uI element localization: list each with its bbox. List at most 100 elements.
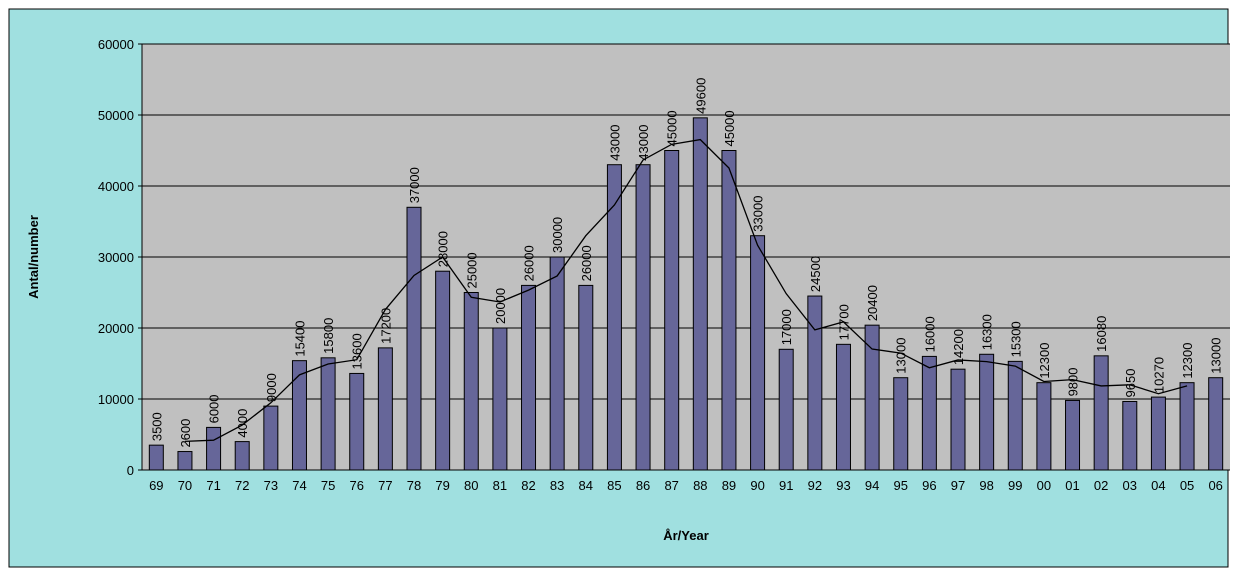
x-tick-label: 95	[894, 478, 908, 493]
bar	[1036, 382, 1052, 471]
bar	[635, 164, 651, 471]
data-label: 15400	[292, 321, 307, 357]
x-tick-label: 92	[808, 478, 822, 493]
data-label: 12300	[1180, 343, 1195, 379]
bar	[406, 206, 422, 471]
x-tick-label: 90	[750, 478, 764, 493]
x-tick-label: 89	[722, 478, 736, 493]
y-tick-label: 20000	[98, 321, 134, 336]
bar	[1007, 360, 1023, 471]
data-label: 30000	[550, 217, 565, 253]
data-label: 9650	[1123, 369, 1138, 398]
data-label: 25000	[464, 252, 479, 288]
x-tick-label: 84	[579, 478, 593, 493]
x-tick-label: 00	[1037, 478, 1051, 493]
bar	[377, 347, 393, 471]
x-tick-label: 87	[664, 478, 678, 493]
data-label: 13600	[350, 333, 365, 369]
x-tick-label: 06	[1208, 478, 1222, 493]
data-label: 26000	[522, 245, 537, 281]
data-label: 43000	[607, 125, 622, 161]
bar	[148, 444, 164, 471]
data-label: 9000	[264, 373, 279, 402]
bar	[578, 284, 594, 471]
data-label: 20400	[865, 285, 880, 321]
x-tick-label: 04	[1151, 478, 1165, 493]
bar	[234, 441, 250, 471]
data-label: 15800	[321, 318, 336, 354]
bar	[893, 377, 909, 471]
bar	[1093, 355, 1109, 471]
x-tick-label: 85	[607, 478, 621, 493]
bar	[864, 324, 880, 471]
data-label: 43000	[636, 125, 651, 161]
bar	[692, 117, 708, 471]
data-label: 17000	[779, 309, 794, 345]
x-tick-label: 98	[979, 478, 993, 493]
data-label: 49600	[693, 78, 708, 114]
bar	[750, 235, 766, 471]
data-label: 6000	[207, 394, 222, 423]
y-tick-label: 10000	[98, 392, 134, 407]
data-label: 13000	[1209, 338, 1224, 374]
data-label: 24500	[808, 256, 823, 292]
bar	[664, 150, 680, 471]
bar	[320, 357, 336, 471]
bar	[206, 426, 222, 471]
bar	[835, 343, 851, 471]
data-label: 15300	[1008, 321, 1023, 357]
data-label: 45000	[665, 110, 680, 146]
bar	[1179, 382, 1195, 471]
x-tick-label: 69	[149, 478, 163, 493]
bar	[492, 327, 508, 471]
bar	[1150, 396, 1166, 471]
bar	[1122, 400, 1138, 471]
data-label: 33000	[751, 196, 766, 232]
bar	[521, 284, 537, 471]
x-tick-label: 81	[493, 478, 507, 493]
bar	[177, 451, 193, 471]
x-tick-label: 77	[378, 478, 392, 493]
x-tick-label: 86	[636, 478, 650, 493]
y-tick-label: 40000	[98, 179, 134, 194]
data-label: 28000	[436, 231, 451, 267]
bar	[1065, 399, 1081, 471]
x-tick-label: 74	[292, 478, 306, 493]
bar	[921, 355, 937, 471]
x-tick-label: 71	[206, 478, 220, 493]
y-tick-label: 0	[127, 463, 134, 478]
x-axis-label: År/Year	[663, 528, 709, 543]
data-label: 4000	[235, 409, 250, 438]
x-tick-label: 79	[435, 478, 449, 493]
bar	[549, 256, 565, 471]
x-tick-label: 96	[922, 478, 936, 493]
data-label: 26000	[579, 245, 594, 281]
x-tick-label: 76	[350, 478, 364, 493]
data-label: 16080	[1094, 316, 1109, 352]
y-tick-label: 60000	[98, 37, 134, 52]
x-tick-label: 03	[1123, 478, 1137, 493]
x-tick-label: 80	[464, 478, 478, 493]
x-tick-label: 70	[178, 478, 192, 493]
bar	[291, 360, 307, 471]
data-label: 9800	[1066, 367, 1081, 396]
y-axis-label: Antal/number	[26, 215, 41, 299]
data-label: 16000	[922, 316, 937, 352]
x-tick-label: 02	[1094, 478, 1108, 493]
data-label: 14200	[951, 329, 966, 365]
data-label: 3500	[149, 412, 164, 441]
bar	[349, 372, 365, 471]
x-tick-label: 82	[521, 478, 535, 493]
data-label: 10270	[1151, 357, 1166, 393]
data-label: 13000	[894, 338, 909, 374]
x-tick-label: 75	[321, 478, 335, 493]
x-tick-label: 93	[836, 478, 850, 493]
data-label: 20000	[493, 288, 508, 324]
x-tick-label: 99	[1008, 478, 1022, 493]
bar	[807, 295, 823, 471]
y-tick-label: 50000	[98, 108, 134, 123]
bar	[463, 292, 479, 471]
x-tick-label: 88	[693, 478, 707, 493]
bar	[1208, 377, 1224, 471]
